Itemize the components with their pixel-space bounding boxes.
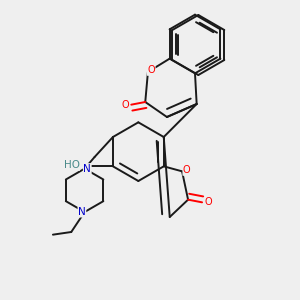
Text: O: O	[183, 165, 190, 175]
Text: O: O	[148, 65, 155, 75]
Text: O: O	[122, 100, 129, 110]
Text: N: N	[83, 164, 91, 174]
Text: HO: HO	[64, 160, 80, 170]
Text: N: N	[78, 207, 86, 217]
Text: O: O	[204, 197, 212, 207]
